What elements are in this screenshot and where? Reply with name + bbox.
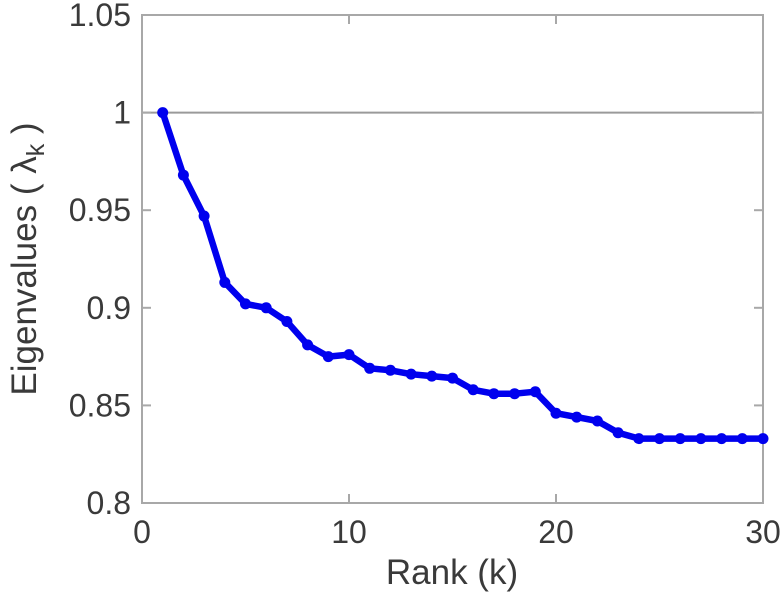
y-axis-ticks — [142, 14, 763, 504]
data-point — [384, 364, 396, 376]
y-tick-labels: 0.8 0.85 0.9 0.95 1 1.05 — [69, 0, 131, 521]
data-point — [281, 315, 293, 327]
x-tick-label: 0 — [133, 514, 151, 550]
data-point — [157, 107, 169, 119]
data-point — [240, 298, 251, 310]
data-point — [343, 349, 355, 361]
y-tick-label: 0.9 — [87, 290, 131, 326]
data-point — [757, 433, 769, 445]
data-point — [488, 388, 500, 400]
data-point — [695, 433, 707, 445]
x-tick-label: 20 — [538, 514, 574, 550]
x-tick-label: 30 — [745, 514, 781, 550]
data-point — [571, 411, 583, 423]
data-point — [177, 169, 189, 181]
data-point — [322, 351, 334, 363]
y-axis-label: Eigenvalues ( λk ) — [5, 122, 50, 395]
y-tick-label: 0.8 — [87, 485, 131, 521]
data-point — [447, 372, 458, 384]
y-tick-label: 0.95 — [69, 192, 131, 228]
axis-box — [141, 14, 764, 504]
y-tick-label: 1 — [113, 95, 131, 131]
data-point — [405, 368, 417, 380]
data-point — [364, 362, 376, 374]
x-axis-ticks — [141, 15, 764, 503]
data-point — [467, 384, 479, 396]
data-line — [159, 109, 767, 442]
data-point — [550, 407, 562, 419]
data-point — [716, 433, 728, 445]
data-point — [509, 388, 521, 400]
data-point — [302, 339, 314, 351]
data-point — [612, 427, 624, 439]
data-point — [198, 210, 210, 222]
data-point — [654, 433, 665, 445]
data-point — [219, 276, 231, 288]
data-point — [260, 302, 272, 314]
x-tick-label: 10 — [331, 514, 367, 550]
data-markers — [157, 107, 769, 445]
x-axis-label: Rank (k) — [386, 553, 518, 592]
y-tick-label: 0.85 — [69, 387, 131, 423]
data-point — [591, 415, 603, 427]
data-point — [426, 370, 438, 382]
x-tick-labels: 0 10 20 30 — [133, 514, 781, 550]
data-point — [736, 433, 748, 445]
data-point — [674, 433, 686, 445]
data-point — [529, 386, 541, 398]
y-tick-label: 1.05 — [69, 0, 131, 33]
data-point — [633, 433, 645, 445]
